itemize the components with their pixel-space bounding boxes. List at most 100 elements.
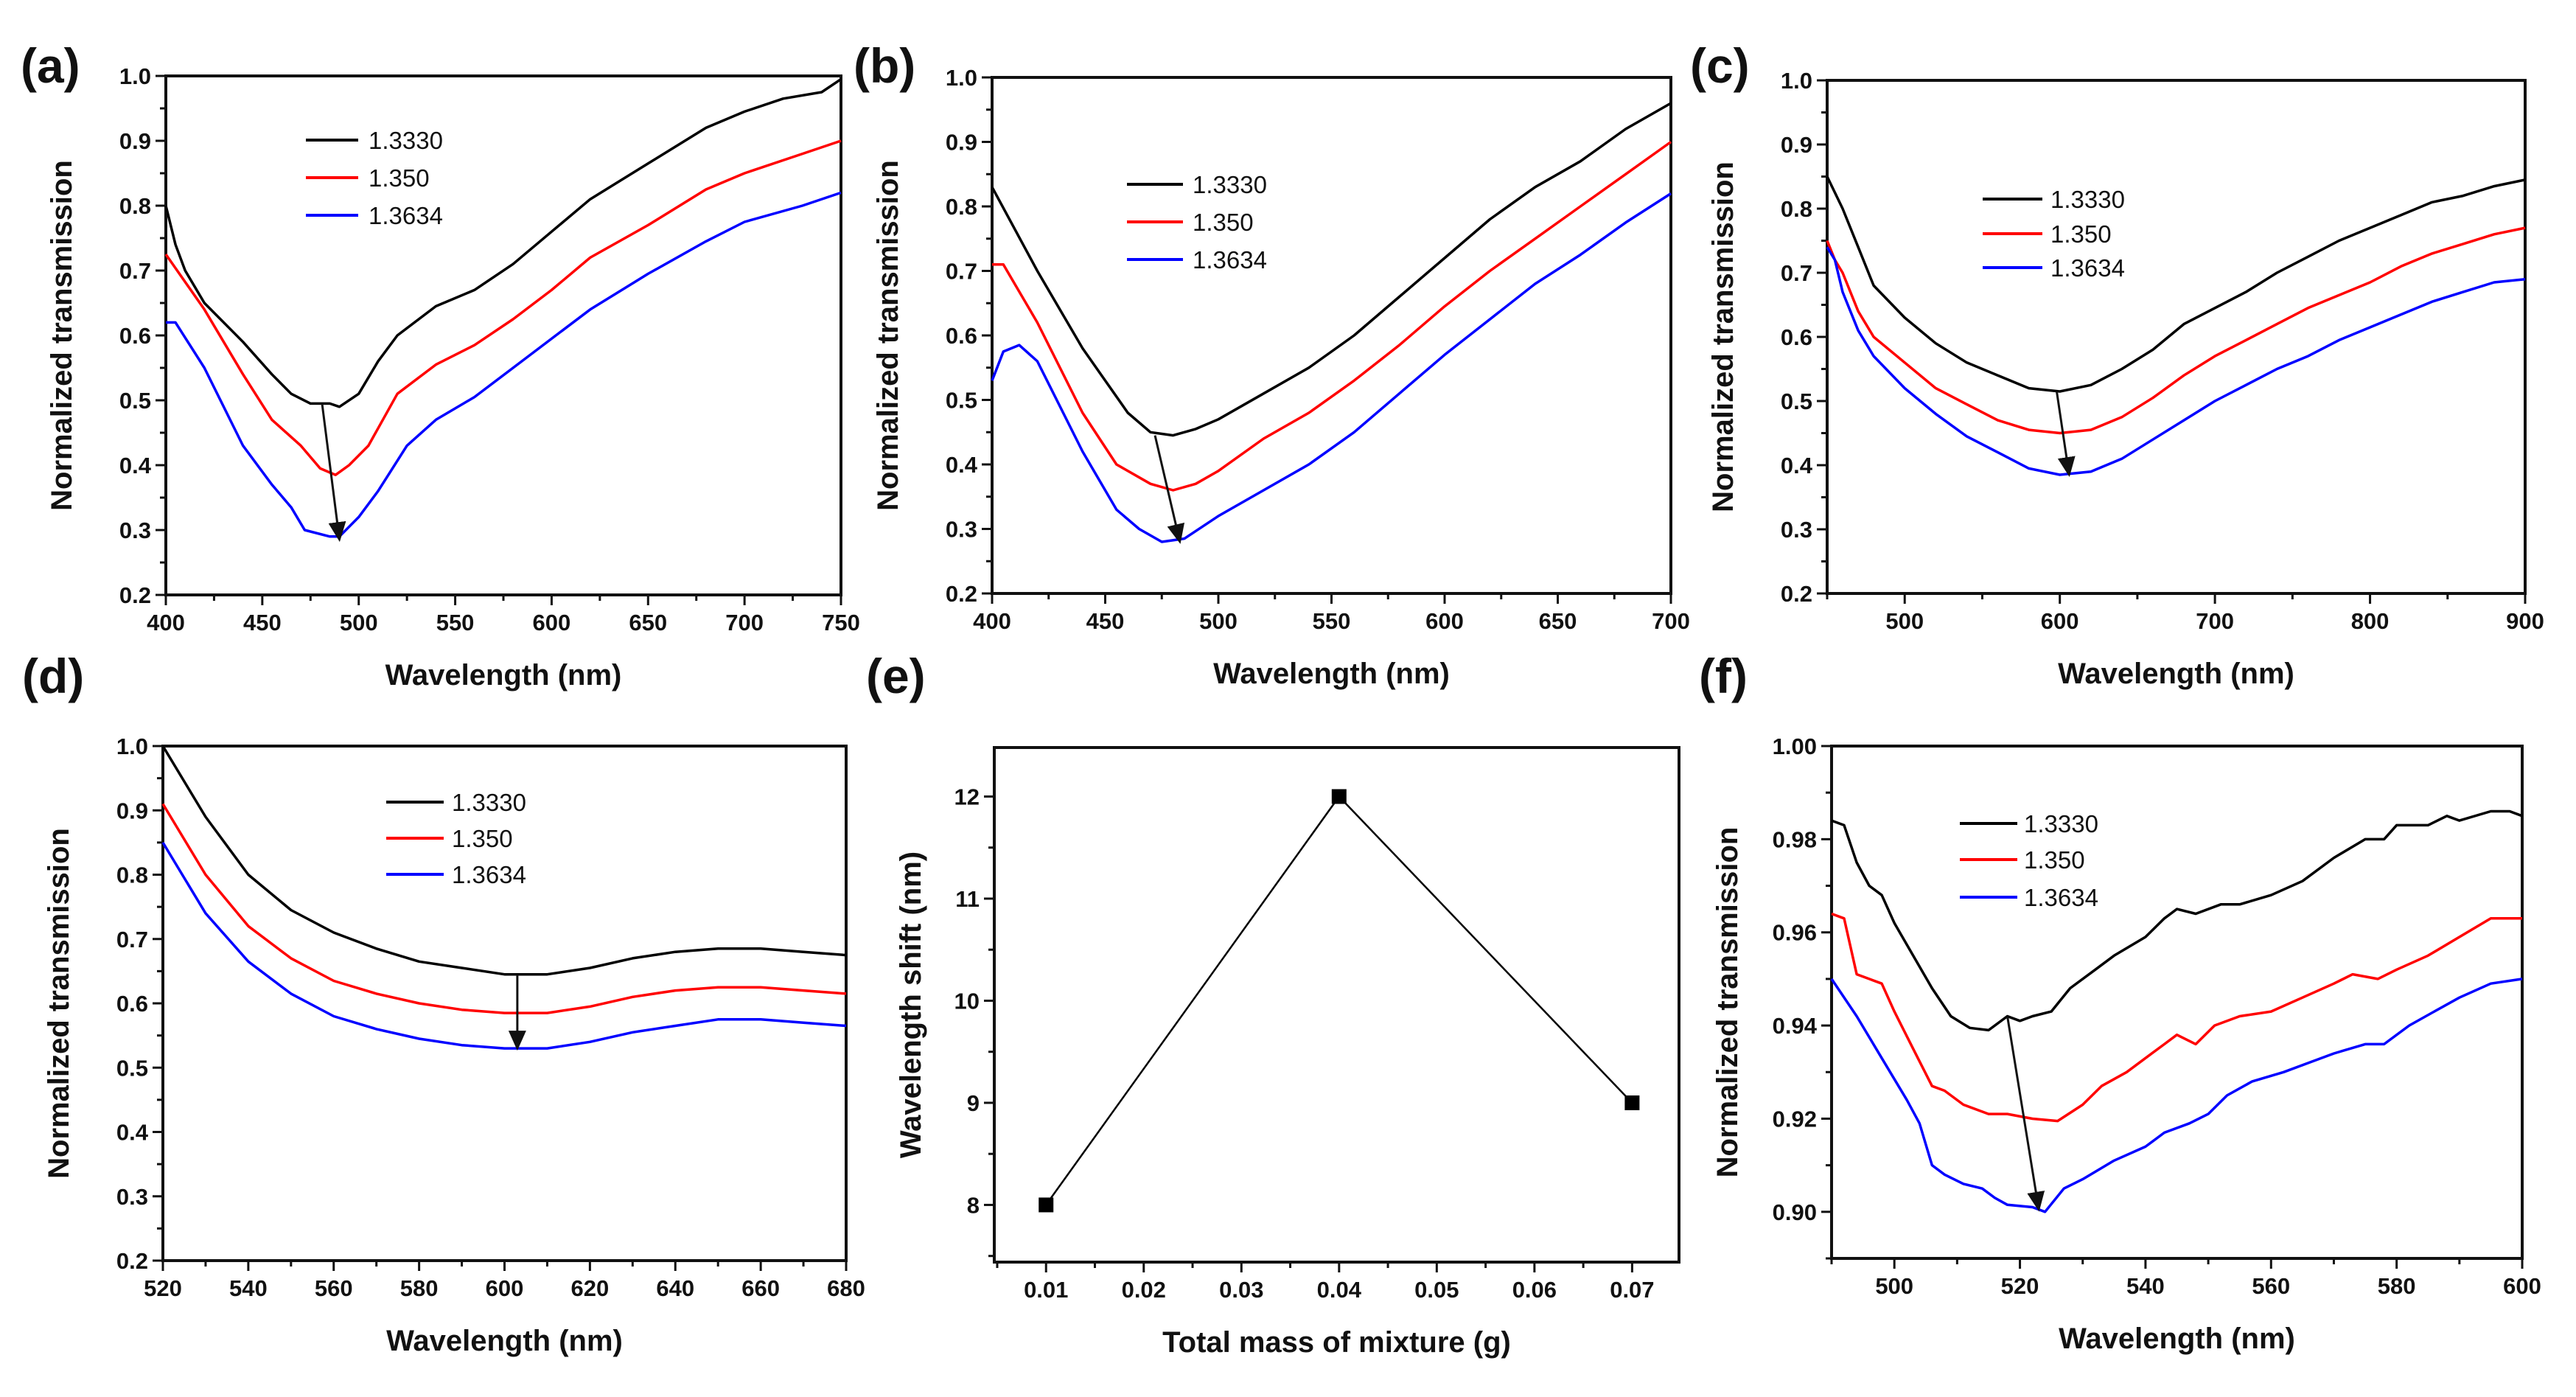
series-line-1-350: [1826, 226, 2526, 435]
series-line-1-3634: [166, 191, 842, 538]
y-tick-label: 0.5: [1781, 389, 1812, 414]
y-tick-label: 0.5: [946, 388, 977, 414]
x-tick-label: 600: [2503, 1273, 2541, 1299]
x-tick-label: 580: [400, 1275, 439, 1301]
x-tick-label: 500: [1199, 608, 1238, 634]
x-tick-label: 700: [725, 610, 764, 635]
legend-label: 1.3634: [2024, 884, 2098, 911]
series-line-Wavelength-shift: [1045, 795, 1633, 1206]
x-tick-label: 500: [1875, 1273, 1913, 1299]
data-point-marker: [1624, 1095, 1640, 1110]
x-tick-label: 540: [229, 1275, 268, 1301]
series-line-1-3634: [161, 841, 847, 1050]
panel-label: (e): [866, 649, 926, 703]
x-axis-title: Wavelength (nm): [2059, 1323, 2295, 1355]
legend-label: 1.3330: [1193, 171, 1267, 198]
shift-arrow-annotation: [2055, 391, 2076, 478]
series-line-1-350: [1831, 912, 2522, 1123]
y-tick-label: 0.5: [119, 388, 151, 414]
y-tick-label: 0.9: [119, 128, 151, 154]
y-tick-label: 0.6: [119, 323, 151, 349]
x-tick-label: 0.02: [1122, 1277, 1166, 1303]
panel-a: 400 450 500 550 600 650 700 750 0.2 0.3 0.4 0.5 0.6 0…: [21, 38, 860, 691]
series-line-1-350: [161, 803, 847, 1014]
x-axis-title: Wavelength (nm): [385, 659, 622, 691]
y-tick-label: 8: [967, 1192, 980, 1218]
y-tick-label: 0.4: [119, 453, 152, 478]
x-tick-label: 600: [2041, 608, 2079, 634]
x-tick-label: 500: [1885, 608, 1924, 634]
panel-c: 500 600 700 800 900 0.2 0.3 0.4 0.5 0.6 0.7 0.8 0.9 1…: [1690, 38, 2544, 690]
x-tick-label: 0.05: [1414, 1277, 1459, 1303]
plot-frame: [991, 76, 1672, 595]
data-point-marker: [1331, 789, 1347, 804]
x-tick-label: 520: [2001, 1273, 2039, 1299]
y-tick-label: 0.7: [946, 259, 977, 285]
legend-label: 1.3330: [452, 789, 526, 816]
x-tick-label: 680: [827, 1275, 865, 1301]
x-tick-label: 0.07: [1610, 1277, 1654, 1303]
y-axis-title: Normalized transmission: [46, 160, 78, 511]
y-tick-label: 0.7: [116, 927, 148, 952]
y-tick-label: 0.96: [1773, 920, 1817, 946]
legend-label: 1.350: [1193, 209, 1254, 236]
panel-label: (c): [1690, 38, 1750, 93]
y-tick-label: 1.0: [116, 734, 148, 759]
legend-label: 1.350: [2050, 220, 2112, 248]
panel-label: (b): [854, 38, 915, 93]
y-tick-label: 0.2: [119, 582, 151, 608]
y-tick-label: 9: [967, 1090, 980, 1116]
y-tick-label: 0.9: [1781, 132, 1812, 158]
x-tick-label: 580: [2378, 1273, 2416, 1299]
y-tick-label: 0.3: [946, 517, 977, 543]
x-tick-label: 560: [2252, 1273, 2290, 1299]
legend-label: 1.350: [452, 825, 513, 852]
x-tick-label: 0.06: [1512, 1277, 1557, 1303]
series-line-1-3330: [1831, 809, 2523, 1032]
y-tick-label: 0.6: [946, 323, 977, 349]
y-tick-label: 0.90: [1773, 1199, 1817, 1225]
x-tick-label: 0.04: [1317, 1277, 1362, 1303]
y-tick-label: 0.6: [1781, 324, 1812, 350]
y-tick-label: 1.0: [119, 63, 151, 89]
legend-label: 1.3330: [369, 127, 443, 154]
plot-frame: [1826, 79, 2527, 595]
series-line-1-350: [164, 139, 842, 476]
x-tick-label: 550: [436, 610, 475, 635]
series-line-1-3634: [1826, 246, 2526, 476]
legend-label: 1.3330: [2050, 186, 2125, 213]
x-tick-label: 650: [629, 610, 667, 635]
y-tick-label: 0.4: [1781, 453, 1813, 478]
x-tick-label: 520: [144, 1275, 182, 1301]
y-tick-label: 0.2: [946, 581, 977, 607]
y-tick-label: 0.2: [116, 1248, 148, 1274]
panel-b: 400 450 500 550 600 650 700 0.2 0.3 0.4 0.5 0.6 0.7 0…: [854, 38, 1690, 690]
legend-label: 1.350: [2024, 846, 2085, 874]
y-tick-label: 0.7: [1781, 260, 1812, 286]
x-tick-label: 620: [571, 1275, 610, 1301]
y-tick-label: 0.3: [119, 518, 151, 543]
x-tick-label: 640: [656, 1275, 694, 1301]
data-point-marker: [1039, 1197, 1054, 1213]
y-tick-label: 0.7: [119, 258, 151, 284]
y-tick-label: 0.8: [1781, 196, 1812, 222]
legend-label: 1.350: [369, 164, 430, 192]
y-tick-label: 0.98: [1773, 826, 1817, 852]
y-tick-label: 1.00: [1773, 734, 1817, 759]
y-tick-label: 0.2: [1781, 581, 1812, 607]
panel-d: 520 540 560 580 600 620 640 660 680 0.2 0.3 0.4 0.5 0…: [22, 649, 865, 1357]
legend-label: 1.3330: [2024, 810, 2098, 837]
y-axis-title: Normalized transmission: [1711, 827, 1744, 1178]
plot-frame: [1830, 745, 2524, 1260]
series-line-1-3634: [991, 192, 1672, 543]
x-tick-label: 400: [973, 608, 1011, 634]
x-tick-label: 550: [1313, 608, 1351, 634]
series-line-1-3330: [1826, 175, 2526, 393]
x-tick-label: 600: [486, 1275, 524, 1301]
panel-e: 0.01 0.02 0.03 0.04 0.05 0.06 0.07 8 9 10 11 12 Tota…: [866, 649, 1680, 1359]
legend-label: 1.3634: [452, 861, 526, 888]
y-tick-label: 0.4: [946, 452, 978, 478]
x-axis-title: Wavelength (nm): [386, 1325, 623, 1357]
plot-frame: [161, 745, 848, 1262]
